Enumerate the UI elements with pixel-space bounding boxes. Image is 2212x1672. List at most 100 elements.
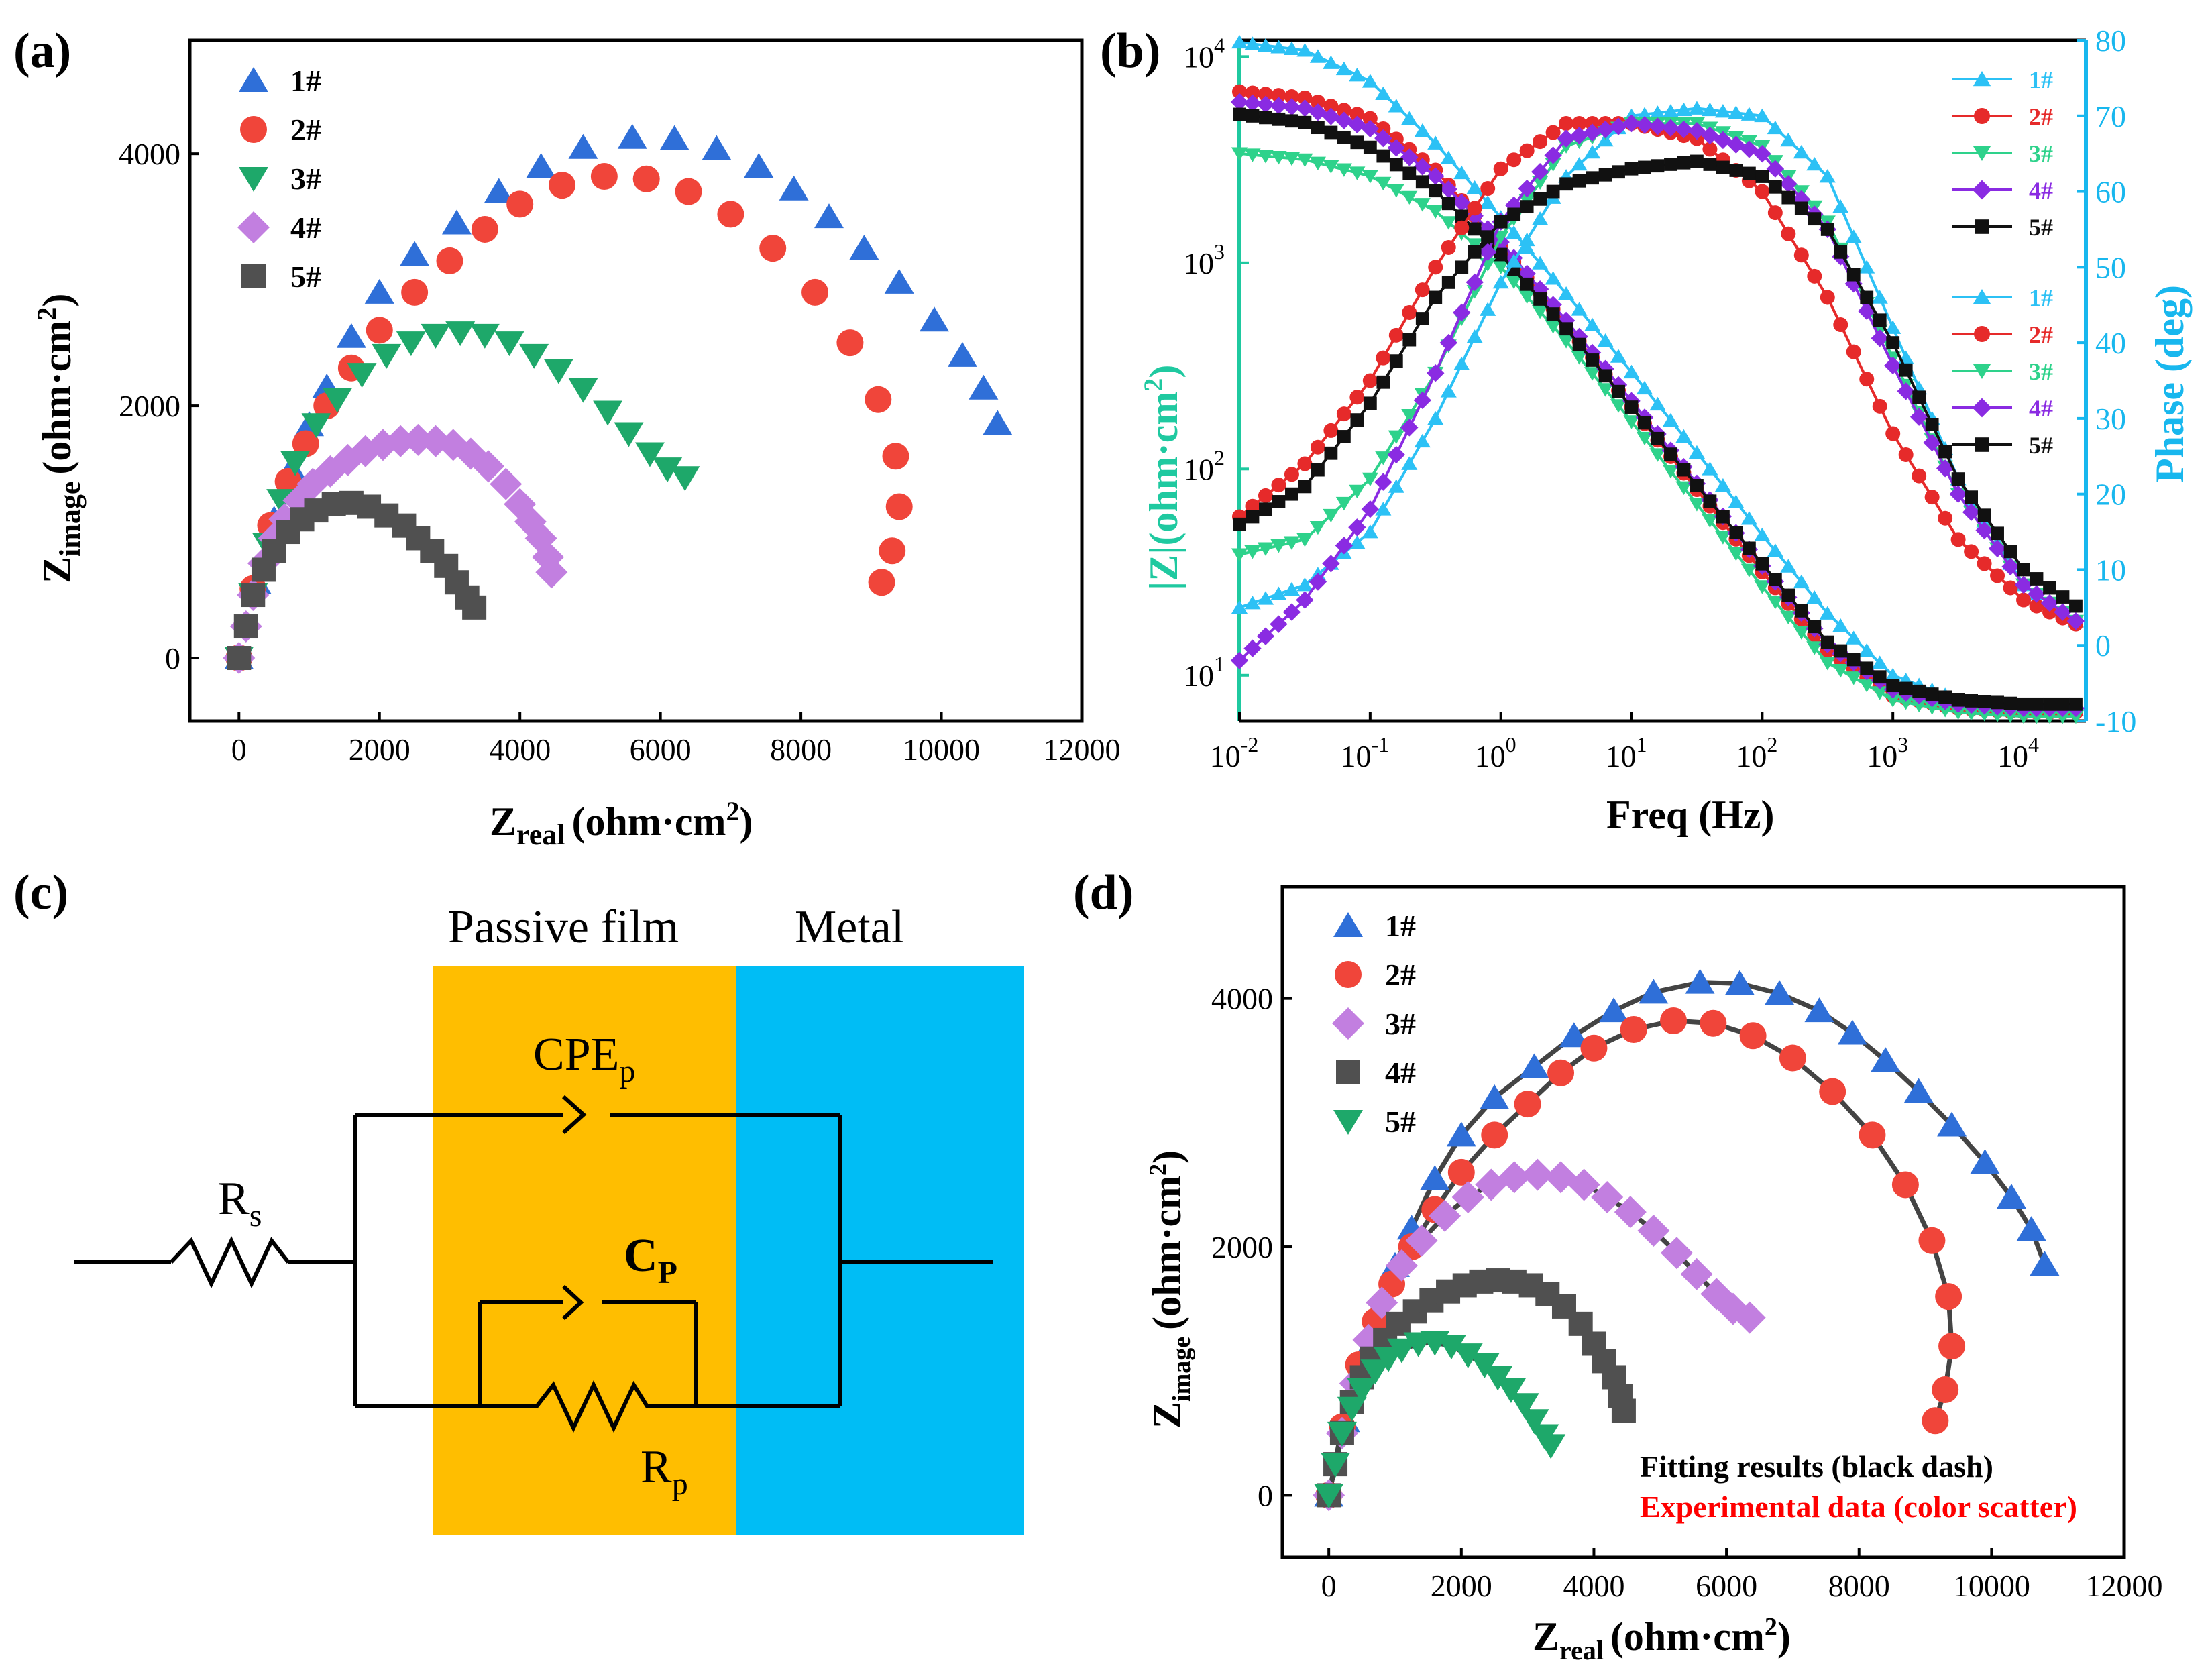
data-point <box>1871 290 1888 304</box>
data-point <box>2042 604 2058 620</box>
rp-label: Rp <box>641 1441 688 1502</box>
data-point <box>1557 286 1575 300</box>
data-point <box>1965 694 1979 708</box>
data-point <box>1897 382 1915 400</box>
data-point <box>1519 1409 1549 1435</box>
data-point <box>1872 398 1887 414</box>
data-point <box>1283 536 1301 550</box>
legend-marker <box>1973 146 1991 161</box>
data-point <box>1270 40 1287 54</box>
y-tick-label: 0 <box>165 641 180 675</box>
plot-a-legend: 1# 2# 3# 4# 5# <box>237 64 321 294</box>
data-point <box>1557 129 1575 148</box>
data-point <box>1938 445 1952 459</box>
data-point <box>1623 364 1640 379</box>
data-point <box>1310 439 1325 455</box>
data-point <box>659 125 689 150</box>
data-point <box>1950 532 1966 547</box>
data-point <box>506 190 534 218</box>
data-point <box>1233 107 1246 121</box>
data-point <box>1335 111 1353 129</box>
data-point <box>1702 142 1718 157</box>
data-point <box>1781 588 1795 602</box>
data-point <box>1962 503 1981 521</box>
data-point <box>1897 696 1914 710</box>
data-point <box>1361 500 1380 518</box>
legend-marker <box>241 264 266 288</box>
data-point <box>1912 468 1927 484</box>
data-point <box>1323 423 1339 438</box>
data-point <box>1270 151 1287 165</box>
data-point <box>1519 143 1535 158</box>
data-point <box>1362 373 1378 388</box>
data-point <box>2016 1216 2046 1241</box>
data-point <box>1480 302 1496 316</box>
data-point <box>969 374 999 400</box>
data-point <box>593 400 623 426</box>
data-point <box>1314 1484 1344 1509</box>
data-point <box>1466 207 1484 225</box>
data-point <box>1257 591 1274 605</box>
data-point <box>1493 161 1508 176</box>
data-point <box>1494 215 1508 229</box>
data-point <box>1935 1283 1962 1311</box>
legend-marker <box>237 211 270 243</box>
data-point <box>1427 410 1444 425</box>
legend-label: 5# <box>2029 432 2053 459</box>
y-tick-label: 4000 <box>119 137 180 171</box>
data-point <box>1509 1393 1539 1418</box>
data-point <box>1754 580 1771 594</box>
data-point <box>1481 1121 1508 1149</box>
data-point <box>1922 1407 1949 1435</box>
data-point <box>1360 1359 1390 1385</box>
legend-marker <box>1972 180 1992 200</box>
data-point <box>1702 461 1718 476</box>
data-point <box>1481 230 1495 244</box>
data-point <box>1702 514 1718 528</box>
data-point <box>1447 1158 1475 1186</box>
data-point <box>1311 463 1325 477</box>
data-point <box>865 386 892 413</box>
cp-element <box>561 1284 584 1321</box>
y-tick-label: 2000 <box>1211 1230 1273 1264</box>
data-point <box>1453 1343 1483 1369</box>
data-point <box>1753 144 1771 163</box>
data-point <box>1401 456 1418 470</box>
legend-label: 3# <box>2029 140 2053 167</box>
cpe-label: CPEp <box>533 1029 635 1089</box>
data-point <box>1767 595 1783 610</box>
data-point <box>1454 220 1470 235</box>
data-point <box>1415 175 1429 189</box>
data-point <box>1270 586 1287 600</box>
x-tick-label: 100 <box>1475 732 1516 773</box>
data-point <box>1335 496 1352 511</box>
data-point <box>1903 1078 1934 1103</box>
data-point <box>1322 555 1340 573</box>
legend-marker <box>1335 961 1362 988</box>
y2-tick-label: 80 <box>2095 23 2126 58</box>
data-point <box>484 178 514 203</box>
data-point <box>1532 305 1549 319</box>
data-point <box>1414 198 1431 212</box>
data-point <box>402 423 435 456</box>
y1-tick-label: 104 <box>1183 33 1225 74</box>
data-point <box>1440 216 1457 230</box>
data-point <box>1498 1161 1531 1194</box>
x-tick-label: 12000 <box>2086 1569 2163 1603</box>
data-point <box>920 306 950 332</box>
data-point <box>1899 363 1913 377</box>
data-point <box>1349 535 1366 549</box>
data-point <box>884 268 914 294</box>
data-point <box>1532 211 1549 225</box>
data-point <box>1846 653 1861 667</box>
data-point <box>1362 74 1378 88</box>
data-point <box>1938 1333 1966 1360</box>
data-point <box>1533 134 1548 150</box>
data-point <box>2066 612 2085 630</box>
data-point <box>1716 510 1730 524</box>
data-point <box>1690 154 1704 168</box>
data-point <box>1349 484 1366 499</box>
legend-label: 1# <box>1385 909 1416 943</box>
data-point <box>1349 68 1366 82</box>
